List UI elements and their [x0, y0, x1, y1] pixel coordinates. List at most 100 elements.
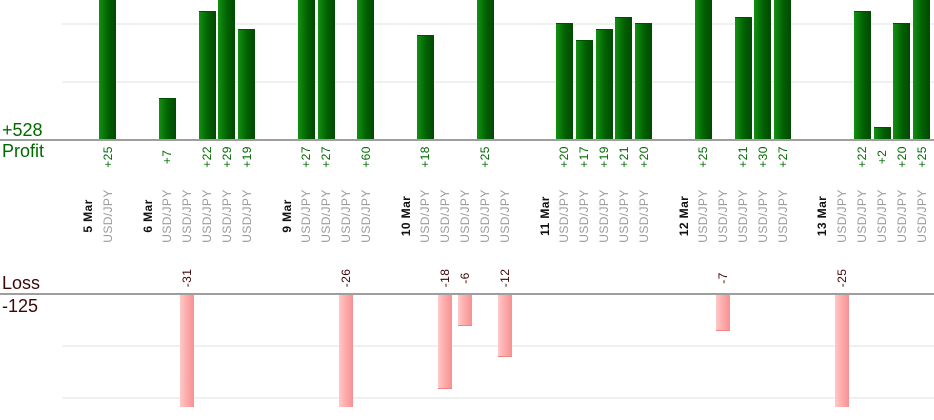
profit-bar [595, 28, 613, 139]
symbol-label: USD/JPY [914, 189, 929, 243]
profit-value-label: +7 [160, 149, 175, 165]
symbol-label: USD/JPY [160, 189, 175, 243]
loss-value-label: -25 [835, 268, 850, 288]
profit-value-label: +25 [478, 146, 492, 168]
profit-bar [734, 17, 752, 139]
loss-bar [458, 295, 473, 327]
symbol-label: USD/JPY [358, 189, 373, 243]
symbol-label: USD/JPY [616, 189, 631, 243]
symbol-label: USD/JPY [339, 189, 354, 243]
symbol-label: USD/JPY [577, 189, 592, 243]
profit-bar [615, 17, 633, 139]
profit-axis-label: Profit [2, 141, 45, 161]
profit-bar [853, 11, 871, 139]
date-label: 12 Mar [676, 195, 691, 237]
profit-gridline [62, 23, 934, 25]
symbol-label: USD/JPY [438, 189, 453, 243]
symbol-label: USD/JPY [299, 189, 314, 243]
loss-value-label: -26 [339, 268, 354, 288]
loss-total-label: -125 [2, 296, 39, 316]
profit-value-label: +27 [775, 146, 790, 168]
symbol-label: USD/JPY [755, 189, 770, 243]
loss-value-label: -31 [180, 268, 195, 288]
symbol-label: USD/JPY [478, 189, 492, 243]
loss-bar [835, 295, 850, 407]
loss-value-label: -18 [438, 268, 453, 288]
profit-value-label: +27 [319, 146, 334, 168]
symbol-label: USD/JPY [100, 189, 115, 243]
loss-bar [339, 295, 354, 407]
profit-value-label: +30 [755, 146, 770, 168]
profit-value-label: +22 [200, 146, 215, 168]
profit-value-label: +27 [299, 146, 314, 168]
symbol-label: USD/JPY [875, 189, 889, 243]
symbol-label: USD/JPY [219, 189, 234, 243]
symbol-label: USD/JPY [835, 189, 850, 243]
profit-value-label: +18 [418, 146, 433, 168]
profit-bar [99, 0, 117, 139]
date-label: 10 Mar [398, 195, 413, 237]
symbol-label: USD/JPY [696, 189, 711, 243]
profit-bar [218, 0, 236, 139]
profit-bar [635, 23, 653, 139]
symbol-label: USD/JPY [855, 189, 870, 243]
loss-gridline [62, 397, 934, 399]
profit-bar [694, 0, 712, 139]
loss-bar [438, 295, 453, 389]
profit-value-label: +20 [557, 146, 572, 168]
loss-value-label: -12 [497, 268, 512, 288]
loss-value-label: -7 [716, 272, 731, 284]
symbol-label: USD/JPY [894, 189, 909, 243]
date-label: 11 Mar [537, 196, 552, 236]
symbol-label: USD/JPY [775, 189, 790, 243]
date-label: 6 Mar [140, 199, 155, 233]
profit-bar [913, 0, 931, 139]
date-label: 13 Mar [815, 195, 830, 237]
profit-bar [416, 34, 434, 139]
date-label: 5 Mar [81, 199, 95, 233]
profit-value-label: +19 [597, 146, 612, 168]
profit-value-label: +17 [577, 146, 592, 168]
profit-bar [297, 0, 315, 139]
profit-bar [774, 0, 792, 139]
profit-value-label: +2 [875, 149, 889, 165]
profit-bar [873, 127, 891, 139]
profit-value-label: +21 [616, 146, 631, 168]
profit-value-label: +19 [239, 146, 254, 168]
symbol-label: USD/JPY [239, 189, 254, 243]
loss-axis-line [0, 293, 934, 295]
profit-bar [357, 0, 375, 139]
loss-bar [180, 295, 195, 407]
profit-value-label: +20 [636, 146, 651, 168]
symbol-label: USD/JPY [200, 189, 215, 243]
symbol-label: USD/JPY [458, 189, 473, 243]
profit-value-label: +29 [219, 146, 234, 168]
symbol-label: USD/JPY [180, 189, 195, 243]
profit-value-label: +21 [736, 146, 751, 168]
profit-bar [893, 23, 911, 139]
profit-bar [158, 98, 176, 139]
profit-value-label: +60 [358, 146, 373, 168]
profit-bar [754, 0, 772, 139]
symbol-label: USD/JPY [319, 189, 334, 243]
profit-bar [575, 40, 593, 139]
date-label: 9 Mar [279, 199, 294, 233]
profit-total-label: +528 [2, 120, 43, 140]
loss-bar [497, 295, 512, 358]
profit-axis-line [0, 139, 934, 141]
symbol-label: USD/JPY [736, 189, 751, 243]
symbol-label: USD/JPY [636, 189, 651, 243]
profit-value-label: +25 [100, 146, 115, 168]
symbol-label: USD/JPY [497, 189, 512, 243]
profit-value-label: +25 [696, 146, 711, 168]
profit-gridline [62, 81, 934, 83]
loss-value-label: -6 [458, 272, 473, 284]
loss-axis-label: Loss [2, 273, 41, 293]
profit-bar [238, 28, 256, 139]
symbol-label: USD/JPY [597, 189, 612, 243]
profit-bar [476, 0, 494, 139]
loss-bar [716, 295, 731, 332]
profit-value-label: +25 [914, 146, 929, 168]
profit-bar [555, 23, 573, 139]
